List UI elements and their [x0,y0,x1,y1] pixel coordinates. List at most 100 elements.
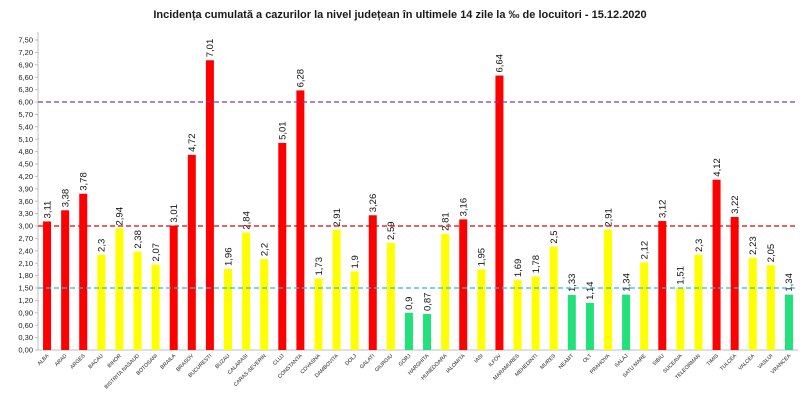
bar [784,294,793,350]
data-label: 2,38 [133,230,144,249]
data-label: 1,78 [531,255,542,274]
bar [187,154,196,350]
bar [766,265,775,350]
data-label: 2,84 [241,211,252,230]
y-tick-label: 6,90 [18,60,33,69]
data-label: 6,64 [495,54,506,73]
bar [260,259,269,350]
bar [495,75,504,351]
bar [350,271,359,350]
y-tick-label: 5,10 [18,135,33,144]
data-label: 2,91 [332,208,343,227]
data-label: 1,33 [567,274,578,293]
bar [712,179,721,350]
bar [61,210,70,350]
data-label: 3,12 [658,200,669,219]
data-label: 1,9 [350,255,361,268]
y-tick-label: 4,50 [18,160,33,169]
y-tick-label: 7,20 [18,48,33,57]
y-tick-label: 5,40 [18,122,33,131]
data-label: 2,3 [694,239,705,252]
y-tick-label: 3,30 [18,209,33,218]
data-label: 5,01 [278,121,289,140]
bar [676,287,685,350]
bar [459,219,468,350]
y-tick-label: 6,00 [18,98,33,107]
y-tick-label: 2,10 [18,259,33,268]
data-label: 2,23 [748,236,759,255]
y-tick-label: 6,60 [18,73,33,82]
data-label: 2,3 [97,239,108,252]
bar [404,312,413,350]
bar [115,228,124,350]
y-tick-label: 4,80 [18,147,33,156]
category-label: IALOMITA [445,353,467,375]
category-label: ARAD [54,353,69,368]
bar [658,221,667,350]
bar [477,269,486,350]
bar [441,233,450,350]
category-label: DOLJ [344,353,358,367]
bar [368,215,377,350]
y-tick-label: 2,40 [18,246,33,255]
category-label: VRANCEA [770,353,793,376]
bar [332,229,341,350]
data-label: 0,9 [404,297,415,310]
bar [386,242,395,350]
data-label: 6,28 [296,69,307,88]
data-label: 3,22 [730,195,741,214]
category-label: ALBA [37,353,51,367]
category-label: ILFOV [488,353,503,368]
y-tick-label: 1,80 [18,271,33,280]
data-label: 3,38 [60,189,71,208]
bar [567,295,576,350]
data-label: 2,12 [639,241,650,260]
bar [549,246,558,350]
bar [314,278,323,350]
y-tick-label: 3,00 [18,222,33,231]
data-label: 4,12 [712,158,723,177]
data-label: 2,5 [549,230,560,243]
category-label: NEAMT [558,353,576,371]
category-label: GORJ [398,353,413,368]
bar [423,314,432,350]
bar [694,254,703,350]
category-label: TULCEA [719,353,738,372]
bar [622,294,631,350]
y-tick-label: 1,20 [18,296,33,305]
data-label: 2,07 [151,243,162,262]
data-label: 1,73 [314,257,325,276]
category-label: VALCEA [737,353,756,372]
bar [585,302,594,350]
data-label: 3,11 [42,201,53,219]
category-label: BACAU [88,353,105,370]
y-tick-label: 1,50 [18,284,33,293]
bar [151,264,160,350]
category-label: CLUJ [272,353,286,367]
y-tick-label: 0,90 [18,308,33,317]
category-label: BIHOR [107,353,123,369]
data-label: 3,26 [368,194,379,213]
bar [79,193,88,350]
bar [224,268,232,350]
y-tick-label: 5,70 [18,110,33,119]
category-label: IASI [473,353,484,364]
bar [242,232,251,350]
data-label: 2,91 [603,208,614,227]
data-label: 3,16 [459,198,470,217]
category-label: SALAJ [614,353,630,369]
category-label: VASLUI [757,353,774,370]
data-label: 1,95 [477,248,488,267]
data-label: 4,72 [187,133,198,152]
data-label: 1,51 [676,266,687,285]
data-label: 1,96 [223,247,234,266]
data-label: 7,01 [205,39,216,58]
y-tick-label: 2,70 [18,234,33,243]
category-label: GALATI [359,353,376,370]
y-tick-label: 0,30 [18,333,33,342]
data-label: 2,05 [766,244,777,263]
data-label: 2,59 [386,221,397,240]
data-label: 3,78 [79,172,90,191]
